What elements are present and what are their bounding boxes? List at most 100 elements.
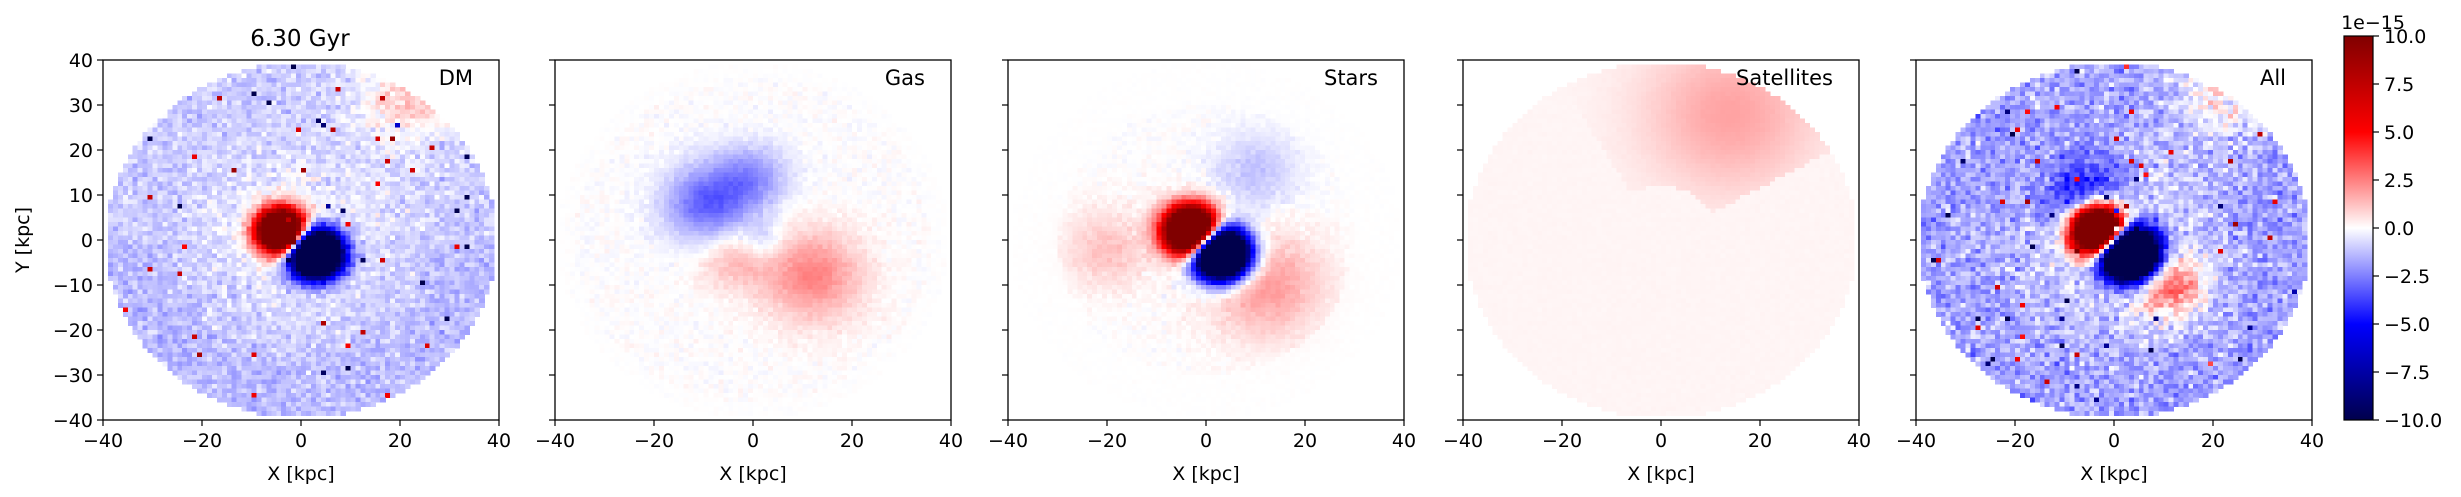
heatmap-cell [316,92,322,97]
heatmap-cell [143,285,149,290]
heatmap-cell [276,375,282,380]
heatmap-cell [306,335,312,340]
heatmap-cell [271,240,277,245]
heatmap-cell [276,173,282,178]
heatmap-cell [336,128,342,133]
heatmap-cell [355,164,361,169]
heatmap-cell [276,92,282,97]
heatmap-cell [296,263,302,268]
heatmap-cell [454,222,460,227]
heatmap-cell [301,384,307,389]
heatmap-cell [212,105,218,110]
heatmap-cell [153,231,159,236]
heatmap-cell [728,78,734,83]
heatmap-cell [375,389,381,394]
heatmap-cell [123,267,129,272]
heatmap-cell [336,299,342,304]
heatmap-cell [256,222,262,227]
heatmap-cell [450,191,456,196]
heatmap-cell [395,150,401,155]
heatmap-cell [242,173,248,178]
heatmap-cell [450,159,456,164]
heatmap-cell [420,258,426,263]
heatmap-cell [370,335,376,340]
heatmap-cell [798,69,804,74]
heatmap-cell [261,384,267,389]
heatmap-cell [212,227,218,232]
heatmap-cell [331,132,337,137]
heatmap-cell [192,276,198,281]
heatmap-cell [281,195,287,200]
heatmap-cell [162,204,168,209]
heatmap-cell [143,258,149,263]
heatmap-cell [346,101,352,106]
heatmap-cell [758,69,764,74]
heatmap-cell [370,231,376,236]
heatmap-cell [276,384,282,389]
heatmap-cell [306,276,312,281]
heatmap-cell [167,236,173,241]
heatmap-cell [157,204,163,209]
heatmap-cell [197,164,203,169]
heatmap-cell [817,74,823,79]
heatmap-cell [187,128,193,133]
heatmap-cell [177,326,183,331]
heatmap-cell [360,231,366,236]
heatmap-cell [430,227,436,232]
heatmap-cell [227,101,233,106]
heatmap-cell [454,344,460,349]
heatmap-cell [435,164,441,169]
heatmap-cell [153,164,159,169]
heatmap-cell [301,186,307,191]
heatmap-cell [316,254,322,259]
heatmap-cell [326,407,332,412]
heatmap-cell [454,177,460,182]
heatmap-cell [227,353,233,358]
heatmap-cell [351,150,357,155]
heatmap-cell [400,105,406,110]
heatmap-cell [266,200,272,205]
heatmap-cell [316,114,322,119]
heatmap-cell [271,389,277,394]
heatmap-cell [281,267,287,272]
heatmap-cell [380,123,386,128]
heatmap-cell [459,335,465,340]
heatmap-cell [252,294,258,299]
heatmap-cell [286,285,292,290]
heatmap-cell [450,294,456,299]
heatmap-cell [197,146,203,151]
heatmap-cell [355,258,361,263]
heatmap-cell [172,299,178,304]
heatmap-cell [266,96,272,101]
heatmap-cell [217,384,223,389]
heatmap-cell [286,65,292,70]
heatmap-cell [148,321,154,326]
heatmap-cell [291,236,297,241]
heatmap-cell [326,191,332,196]
heatmap-cell [489,218,495,223]
heatmap-cell [261,353,267,358]
heatmap-gas [560,65,947,417]
heatmap-cell [812,74,818,79]
heatmap-cell [276,114,282,119]
heatmap-cell [395,366,401,371]
heatmap-cell [247,330,253,335]
heatmap-cell [355,218,361,223]
heatmap-cell [252,335,258,340]
heatmap-cell [807,74,813,79]
heatmap-cell [301,123,307,128]
heatmap-cell [286,303,292,308]
heatmap-cell [341,186,347,191]
heatmap-cell [271,150,277,155]
heatmap-cell [459,294,465,299]
heatmap-cell [157,132,163,137]
heatmap-cell [311,411,317,416]
heatmap-cell [133,146,139,151]
heatmap-cell [232,371,238,376]
heatmap-cell [321,69,327,74]
heatmap-cell [212,173,218,178]
heatmap-cell [360,119,366,124]
heatmap-cell [167,195,173,200]
heatmap-cell [291,159,297,164]
heatmap-cell [266,101,272,106]
